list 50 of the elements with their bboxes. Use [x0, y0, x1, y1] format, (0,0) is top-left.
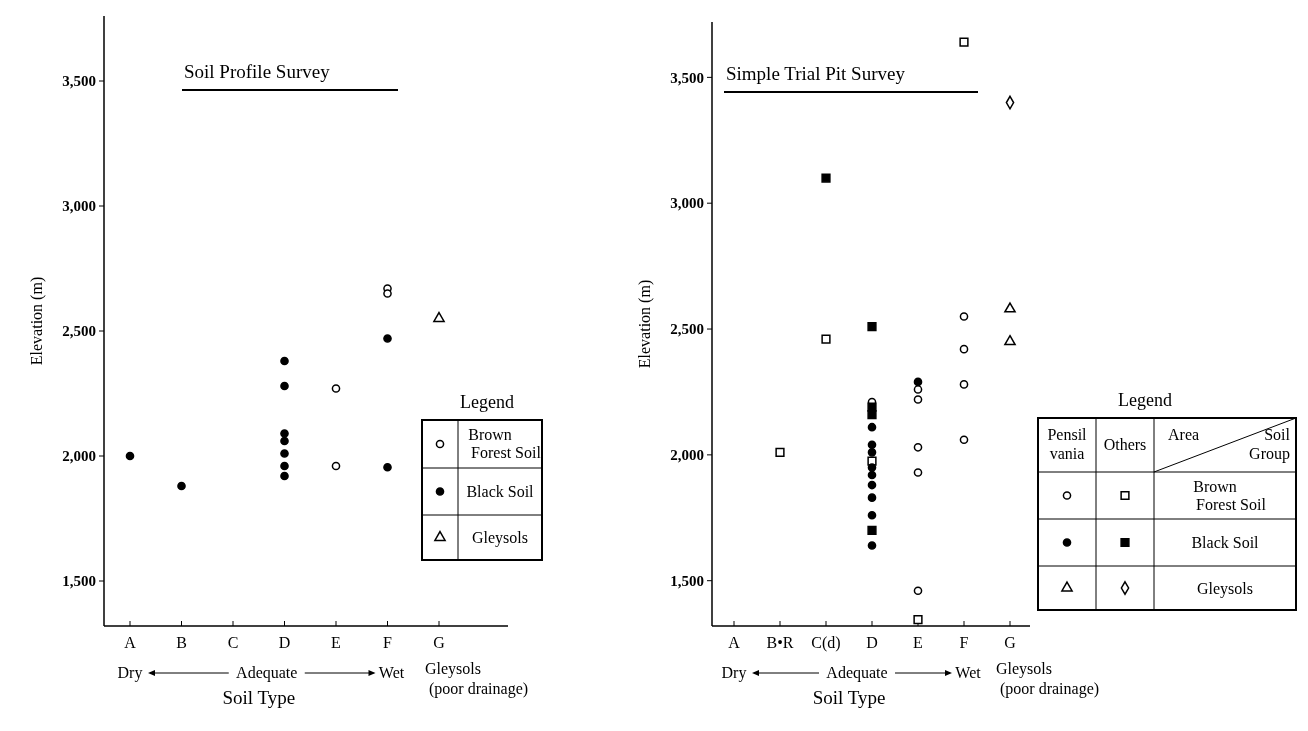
x-axis-title: Soil Type — [812, 687, 886, 708]
text: Black Soil — [1191, 534, 1260, 552]
text: Soil Profile Survey — [184, 61, 331, 82]
text: Adequate — [236, 664, 298, 682]
x-tick-label: C(d) — [811, 634, 841, 652]
text: Dry — [117, 664, 143, 682]
text: Gleysols (poor drainage) — [996, 660, 1100, 698]
text: Area — [1168, 426, 1200, 443]
y-tick-label: 1,500 — [62, 573, 96, 590]
x-tick-label: G — [1004, 634, 1017, 651]
y-tick-label: 3,500 — [62, 73, 96, 90]
text: Others — [1103, 436, 1147, 453]
legend-title: Legend — [1118, 390, 1172, 410]
y-tick-label: 2,000 — [62, 448, 96, 465]
x-axis-title: Soil Type — [222, 687, 296, 708]
x-tick-label: F — [383, 634, 393, 651]
text: Soil Group — [1249, 426, 1291, 463]
text: Wet — [378, 664, 405, 681]
y-tick-label: 3,500 — [670, 69, 704, 86]
text: Brown Forest Soil — [1193, 477, 1267, 513]
legend-label: Black Soil — [466, 483, 535, 501]
x-tick-label: B•R — [766, 634, 794, 651]
legend-title: Legend — [460, 392, 514, 412]
y-tick-label: 2,500 — [62, 323, 96, 340]
text: Wet — [955, 664, 982, 681]
x-tick-label: E — [913, 634, 923, 651]
y-axis-title: Elevation (m) — [28, 276, 46, 366]
x-tick-label: B — [176, 634, 187, 651]
text: Adequate — [826, 664, 888, 682]
text: Simple Trial Pit Survey — [726, 63, 906, 84]
x-tick-label: F — [959, 634, 969, 651]
text: Dry — [721, 664, 747, 682]
x-tick-label: A — [124, 634, 137, 651]
x-tick-label: D — [278, 634, 291, 651]
text: Pensil vania — [1047, 426, 1088, 462]
y-tick-label: 2,000 — [670, 447, 704, 464]
y-tick-label: 1,500 — [670, 572, 704, 589]
y-tick-label: 2,500 — [670, 321, 704, 338]
y-tick-label: 3,000 — [62, 198, 96, 215]
x-tick-label: D — [866, 634, 878, 651]
text: Gleysols (poor drainage) — [425, 660, 529, 698]
x-tick-label: E — [331, 634, 341, 651]
legend-label: Gleysols — [472, 529, 528, 548]
x-tick-label: A — [728, 634, 741, 651]
y-axis-title: Elevation (m) — [636, 279, 654, 369]
legend-label: Brown Forest Soil — [468, 426, 542, 461]
y-tick-label: 3,000 — [670, 195, 704, 212]
text: Gleysols — [1197, 579, 1253, 598]
x-tick-label: G — [433, 634, 446, 651]
x-tick-label: C — [227, 634, 239, 651]
